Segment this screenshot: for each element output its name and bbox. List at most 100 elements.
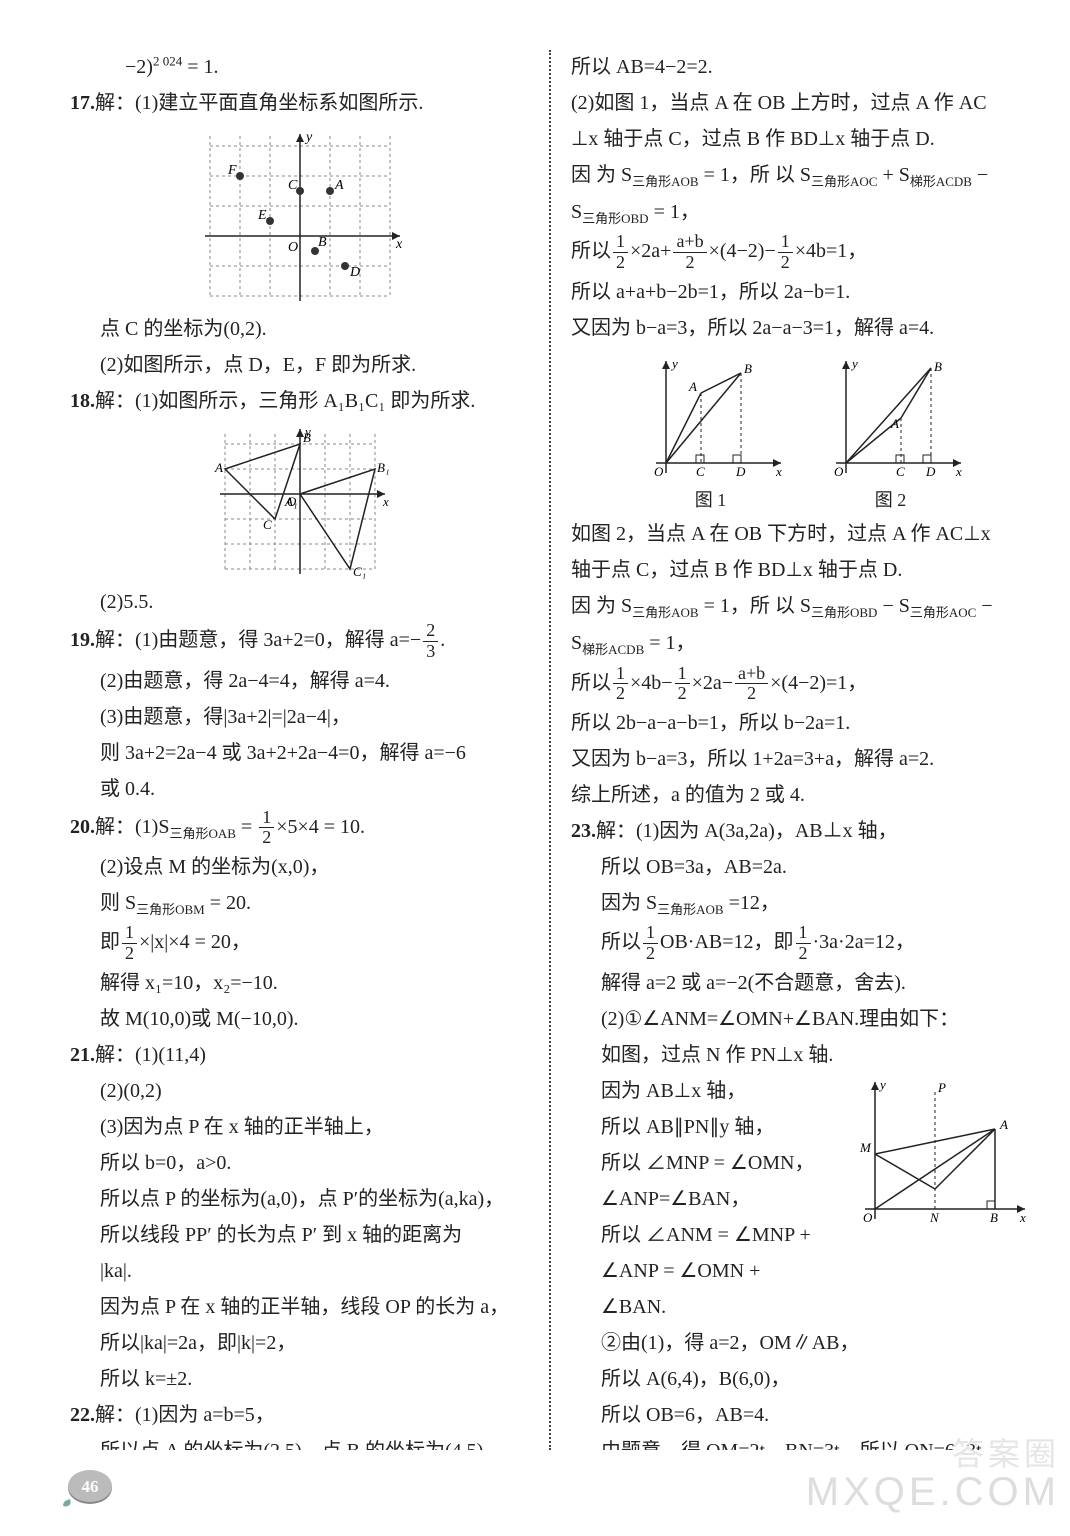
r15: 又因为 b−a=3，所以 1+2a=3+a，解得 a=2. <box>571 742 1030 776</box>
svg-text:B: B <box>990 1210 998 1225</box>
svg-text:y: y <box>878 1077 886 1092</box>
r16: 综上所述，a 的值为 2 或 4. <box>571 778 1030 812</box>
r1: 所以 AB=4−2=2. <box>571 50 1030 84</box>
q18-2: (2)5.5. <box>70 585 529 619</box>
right-figure: O M N A B P x y <box>850 1074 1030 1234</box>
svg-text:D: D <box>925 464 936 479</box>
q21-3e: |ka|. <box>70 1254 529 1288</box>
svg-text:O: O <box>863 1210 873 1225</box>
two-column-layout: −2)2 024 = 1. 17.解：(1)建立平面直角坐标系如图所示. <box>70 50 1030 1450</box>
svg-text:x: x <box>955 464 962 479</box>
q19-1: 19.解：(1)由题意，得 3a+2=0，解得 a=−23. <box>70 621 529 662</box>
svg-text:B: B <box>318 235 327 250</box>
svg-text:D: D <box>349 265 360 280</box>
r14: 所以 2b−a−a−b=1，所以 b−2a=1. <box>571 706 1030 740</box>
q17-c: 点 C 的坐标为(0,2). <box>70 312 529 346</box>
q23-2j: ②由(1)，得 a=2，OM∥AB， <box>571 1326 1030 1360</box>
svg-text:N: N <box>929 1210 940 1225</box>
svg-text:F: F <box>227 163 237 178</box>
page-number-badge: 46 <box>60 1466 110 1506</box>
q23-1a: 23.解：(1)因为 A(3a,2a)，AB⊥x 轴， <box>571 814 1030 848</box>
q21-3f: 因为点 P 在 x 轴的正半轴，线段 OP 的长为 a， <box>70 1290 529 1324</box>
q23-2a: (2)①∠ANM=∠OMN+∠BAN.理由如下： <box>571 1002 1030 1036</box>
q23-2h: ∠ANP = ∠OMN + <box>571 1254 1030 1288</box>
r3: ⊥x 轴于点 C，过点 B 作 BD⊥x 轴于点 D. <box>571 122 1030 156</box>
svg-text:M: M <box>859 1140 872 1155</box>
column-divider <box>549 50 551 1450</box>
triangle-figure: A B C A₁ B₁ C₁ O x y <box>70 424 529 579</box>
q23-2i: ∠BAN. <box>571 1290 1030 1324</box>
svg-text:A: A <box>890 416 899 431</box>
q21-3a: (3)因为点 P 在 x 轴的正半轴上， <box>70 1110 529 1144</box>
watermark-bottom: MXQE.COM <box>806 1458 1060 1526</box>
grid-figure: F C A E B D O x y <box>70 126 529 306</box>
q17-2: (2)如图所示，点 D，E，F 即为所求. <box>70 348 529 382</box>
q23-2k: 所以 A(6,4)，B(6,0)， <box>571 1362 1030 1396</box>
svg-text:y: y <box>670 356 678 371</box>
svg-text:C₁: C₁ <box>353 564 366 579</box>
svg-text:C: C <box>696 464 705 479</box>
r6: 所以12×2a+a+b2×(4−2)−12×4b=1， <box>571 232 1030 273</box>
q23-2b: 如图，过点 N 作 PN⊥x 轴. <box>571 1038 1030 1072</box>
r9: 如图 2，当点 A 在 OB 下方时，过点 A 作 AC⊥x <box>571 517 1030 551</box>
fig2-label: 图 2 <box>816 485 966 516</box>
q21-2: (2)(0,2) <box>70 1074 529 1108</box>
svg-text:O: O <box>288 240 298 255</box>
svg-text:A: A <box>214 460 223 475</box>
svg-text:O: O <box>654 464 664 479</box>
svg-text:C: C <box>288 178 298 193</box>
q21-3b: 所以 b=0，a>0. <box>70 1146 529 1180</box>
q21-3d: 所以线段 PP′ 的长为点 P′ 到 x 轴的距离为 <box>70 1218 529 1252</box>
q18-line1: 18.解：(1)如图所示，三角形 A₁B₁C₁ 即为所求. <box>70 384 529 418</box>
r10: 轴于点 C，过点 B 作 BD⊥x 轴于点 D. <box>571 553 1030 587</box>
r4: 因 为 S三角形AOB = 1，所 以 S三角形AOC + S梯形ACDB − <box>571 158 1030 193</box>
svg-text:C: C <box>263 517 272 532</box>
q23-1d: 所以12OB·AB=12，即12·3a·2a=12， <box>571 923 1030 964</box>
q21-1: 21.解：(1)(11,4) <box>70 1038 529 1072</box>
q19-3c: 或 0.4. <box>70 772 529 806</box>
svg-text:y: y <box>303 424 311 439</box>
q19-3a: (3)由题意，得|3a+2|=|2a−4|， <box>70 700 529 734</box>
svg-text:x: x <box>395 237 403 252</box>
r11: 因 为 S三角形AOB = 1，所 以 S三角形OBD − S三角形AOC − <box>571 589 1030 624</box>
r8: 又因为 b−a=3，所以 2a−a−3=1，解得 a=4. <box>571 311 1030 345</box>
left-column: −2)2 024 = 1. 17.解：(1)建立平面直角坐标系如图所示. <box>70 50 529 1450</box>
svg-text:B: B <box>934 359 942 374</box>
svg-text:x: x <box>382 494 389 509</box>
svg-text:y: y <box>304 130 313 145</box>
q17-line1: 17.解：(1)建立平面直角坐标系如图所示. <box>70 86 529 120</box>
r5: S三角形OBD = 1， <box>571 195 1030 230</box>
svg-text:A: A <box>334 178 344 193</box>
svg-text:B₁: B₁ <box>377 460 389 475</box>
svg-text:C: C <box>896 464 905 479</box>
q19-2: (2)由题意，得 2a−4=4，解得 a=4. <box>70 664 529 698</box>
right-column: 所以 AB=4−2=2. (2)如图 1，当点 A 在 OB 上方时，过点 A … <box>571 50 1030 1450</box>
svg-text:E: E <box>257 208 267 223</box>
fig1-label: 图 1 <box>636 485 786 516</box>
page-number-text: 46 <box>82 1477 99 1496</box>
svg-text:x: x <box>775 464 782 479</box>
q21-3c: 所以点 P 的坐标为(a,0)，点 P′的坐标为(a,ka)， <box>70 1182 529 1216</box>
q20-2b: 则 S三角形OBM = 20. <box>70 886 529 921</box>
q20-2d: 解得 x₁=10，x₂=−10. <box>70 966 529 1000</box>
svg-text:y: y <box>850 356 858 371</box>
q20-2c: 即12×|x|×4 = 20， <box>70 923 529 964</box>
svg-text:A: A <box>688 379 697 394</box>
q20-1: 20.解：(1)S三角形OAB = 12×5×4 = 10. <box>70 808 529 849</box>
q19-3b: 则 3a+2=2a−4 或 3a+2+2a−4=0，解得 a=−6 <box>70 736 529 770</box>
dual-figure: O C D A B x y 图 1 <box>571 353 1030 516</box>
svg-text:D: D <box>735 464 746 479</box>
q20-2a: (2)设点 M 的坐标为(x,0)， <box>70 850 529 884</box>
r12: S梯形ACDB = 1， <box>571 626 1030 661</box>
svg-text:B: B <box>744 361 752 376</box>
q23-1c: 因为 S三角形AOB =12， <box>571 886 1030 921</box>
svg-text:O: O <box>287 494 297 509</box>
r13: 所以12×4b−12×2a−a+b2×(4−2)=1， <box>571 664 1030 705</box>
q23-1e: 解得 a=2 或 a=−2(不合题意，舍去). <box>571 966 1030 1000</box>
r2: (2)如图 1，当点 A 在 OB 上方时，过点 A 作 AC <box>571 86 1030 120</box>
q21-3g: 所以|ka|=2a，即|k|=2， <box>70 1326 529 1360</box>
q23-1b: 所以 OB=3a，AB=2a. <box>571 850 1030 884</box>
fragment-line: −2)2 024 = 1. <box>70 50 529 84</box>
svg-text:A: A <box>999 1117 1008 1132</box>
q22-1a: 22.解：(1)因为 a=b=5， <box>70 1398 529 1432</box>
